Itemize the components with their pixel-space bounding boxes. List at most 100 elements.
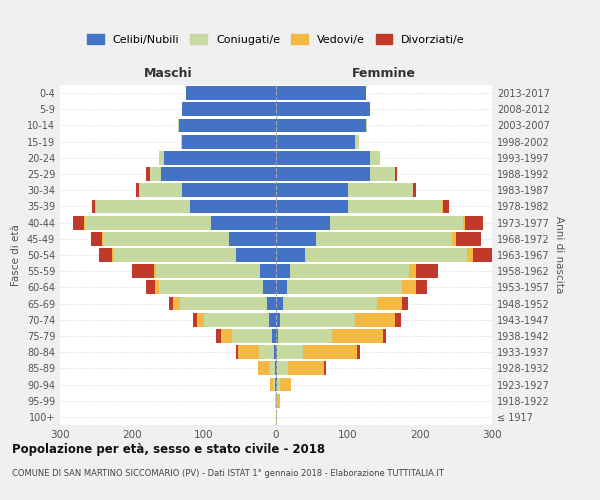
Bar <box>377 296 402 310</box>
Bar <box>280 313 355 326</box>
Bar <box>193 313 197 326</box>
Bar <box>348 184 413 197</box>
Bar <box>276 232 316 245</box>
Bar <box>463 216 466 230</box>
Bar <box>103 232 229 245</box>
Bar <box>158 280 263 294</box>
Bar <box>287 280 402 294</box>
Text: COMUNE DI SAN MARTINO SICCOMARIO (PV) - Dati ISTAT 1° gennaio 2018 - Elaborazion: COMUNE DI SAN MARTINO SICCOMARIO (PV) - … <box>12 469 444 478</box>
Bar <box>260 264 276 278</box>
Bar <box>132 264 154 278</box>
Bar <box>96 200 190 213</box>
Bar <box>277 394 280 407</box>
Bar <box>288 362 324 375</box>
Bar <box>276 378 277 392</box>
Bar <box>280 378 291 392</box>
Bar <box>155 280 158 294</box>
Bar <box>73 216 84 230</box>
Bar <box>395 167 397 181</box>
Bar <box>276 118 366 132</box>
Bar <box>467 248 473 262</box>
Bar <box>146 167 150 181</box>
Bar <box>272 329 276 343</box>
Bar <box>416 280 427 294</box>
Bar <box>146 280 155 294</box>
Bar <box>277 346 302 359</box>
Bar <box>229 232 276 245</box>
Bar <box>182 135 276 148</box>
Bar <box>278 329 332 343</box>
Bar <box>92 200 95 213</box>
Bar <box>370 151 380 164</box>
Bar <box>402 296 408 310</box>
Bar <box>179 118 276 132</box>
Bar <box>276 151 370 164</box>
Bar <box>158 151 164 164</box>
Bar <box>395 313 401 326</box>
Bar <box>276 200 348 213</box>
Bar <box>221 329 232 343</box>
Bar <box>276 264 290 278</box>
Bar <box>348 200 442 213</box>
Bar <box>409 264 416 278</box>
Bar <box>443 200 449 213</box>
Bar <box>99 248 112 262</box>
Bar <box>211 216 276 230</box>
Bar <box>259 346 274 359</box>
Bar <box>456 232 481 245</box>
Bar <box>182 102 276 116</box>
Bar <box>276 135 355 148</box>
Bar <box>102 232 103 245</box>
Bar <box>356 346 360 359</box>
Bar <box>150 167 161 181</box>
Text: Femmine: Femmine <box>352 67 416 80</box>
Bar <box>236 346 238 359</box>
Bar <box>232 329 272 343</box>
Bar <box>161 167 276 181</box>
Bar <box>442 200 443 213</box>
Bar <box>276 410 277 424</box>
Bar <box>236 248 276 262</box>
Bar <box>283 296 377 310</box>
Bar <box>112 248 114 262</box>
Bar <box>269 362 275 375</box>
Bar <box>276 313 280 326</box>
Text: Popolazione per età, sesso e stato civile - 2018: Popolazione per età, sesso e stato civil… <box>12 442 325 456</box>
Bar <box>197 313 204 326</box>
Bar <box>190 200 276 213</box>
Bar <box>182 184 276 197</box>
Bar <box>276 86 366 100</box>
Bar <box>136 184 139 197</box>
Bar <box>276 184 348 197</box>
Text: Maschi: Maschi <box>143 67 193 80</box>
Bar <box>258 362 269 375</box>
Bar <box>370 167 395 181</box>
Bar <box>276 216 330 230</box>
Bar <box>290 264 409 278</box>
Bar <box>274 346 276 359</box>
Bar <box>154 264 156 278</box>
Bar <box>156 264 260 278</box>
Bar <box>95 200 96 213</box>
Bar <box>473 248 505 262</box>
Bar <box>139 184 182 197</box>
Bar <box>276 296 283 310</box>
Bar <box>330 216 463 230</box>
Bar <box>273 378 275 392</box>
Bar <box>402 280 416 294</box>
Bar <box>178 118 179 132</box>
Bar <box>181 135 182 148</box>
Bar <box>366 118 367 132</box>
Bar <box>114 248 236 262</box>
Bar <box>269 313 276 326</box>
Bar <box>332 329 383 343</box>
Bar <box>269 378 273 392</box>
Bar <box>276 167 370 181</box>
Bar <box>276 394 277 407</box>
Bar <box>186 86 276 100</box>
Bar <box>180 296 266 310</box>
Bar <box>276 280 287 294</box>
Bar <box>324 362 326 375</box>
Bar <box>169 296 173 310</box>
Bar <box>276 346 277 359</box>
